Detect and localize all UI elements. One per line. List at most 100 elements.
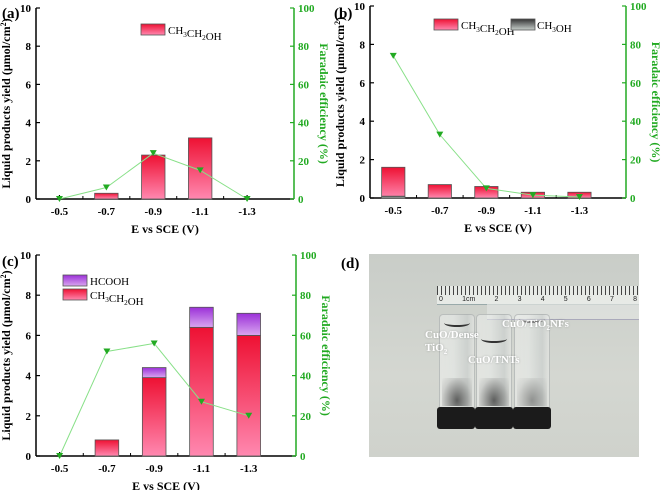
svg-text:-0.5: -0.5 bbox=[51, 206, 69, 218]
bar-ch3ch2oh bbox=[427, 184, 452, 199]
vial-tnts bbox=[476, 314, 512, 411]
svg-text:Liquid products yield (μmol/cm: Liquid products yield (μmol/cm2) bbox=[333, 17, 347, 187]
svg-text:8: 8 bbox=[26, 290, 32, 302]
fe-marker bbox=[150, 340, 158, 347]
label-cuo-dense-tio2: CuO/Dense TiO2 bbox=[425, 329, 479, 357]
svg-text:-0.7: -0.7 bbox=[431, 205, 449, 217]
svg-text:6: 6 bbox=[360, 78, 366, 90]
label-cuo-tnts: CuO/TNTs bbox=[468, 354, 520, 366]
svg-text:0: 0 bbox=[26, 451, 32, 463]
svg-text:0: 0 bbox=[360, 193, 366, 205]
bar-ch3ch2oh bbox=[94, 192, 119, 200]
svg-text:-1.3: -1.3 bbox=[571, 205, 589, 217]
svg-text:40: 40 bbox=[298, 118, 310, 130]
svg-text:0: 0 bbox=[630, 193, 636, 205]
ruler-edge bbox=[487, 304, 639, 320]
fe-marker bbox=[482, 185, 490, 192]
bar-hcooh bbox=[189, 306, 214, 328]
svg-text:100: 100 bbox=[300, 250, 317, 262]
svg-text:2: 2 bbox=[26, 156, 32, 168]
label-cuo-tio2-nfs: CuO/TiO2NFs bbox=[502, 318, 569, 333]
svg-text:20: 20 bbox=[298, 156, 310, 168]
svg-text:100: 100 bbox=[298, 3, 315, 15]
svg-text:4: 4 bbox=[26, 118, 32, 130]
svg-text:0: 0 bbox=[298, 194, 304, 206]
svg-text:-1.1: -1.1 bbox=[524, 205, 541, 217]
fe-marker bbox=[436, 131, 444, 138]
svg-text:8: 8 bbox=[26, 41, 32, 53]
vial-dense-tio2 bbox=[439, 314, 475, 411]
svg-text:-1.1: -1.1 bbox=[193, 463, 210, 475]
svg-text:-0.5: -0.5 bbox=[385, 205, 403, 217]
svg-text:CH3CH2OH: CH3CH2OH bbox=[461, 20, 515, 38]
fe-marker bbox=[245, 412, 253, 419]
svg-text:-0.9: -0.9 bbox=[145, 206, 163, 218]
svg-text:40: 40 bbox=[630, 116, 642, 128]
fe-marker bbox=[529, 192, 537, 199]
vials-photo: 0 1cm 2 3 4 5 6 7 8 CuO/Dense TiO2 CuO/TNTs CuO/… bbox=[369, 254, 639, 457]
svg-text:(a): (a) bbox=[2, 6, 20, 22]
svg-text:10: 10 bbox=[20, 250, 32, 262]
svg-text:CH3CH2OH: CH3CH2OH bbox=[90, 290, 144, 308]
svg-text:40: 40 bbox=[300, 371, 312, 383]
svg-text:60: 60 bbox=[298, 79, 310, 91]
svg-text:(c): (c) bbox=[2, 254, 19, 270]
svg-text:Faradaic efficiency (%): Faradaic efficiency (%) bbox=[319, 295, 330, 416]
svg-text:80: 80 bbox=[300, 290, 312, 302]
svg-text:80: 80 bbox=[298, 41, 310, 53]
svg-text:-0.9: -0.9 bbox=[145, 463, 163, 475]
svg-text:0: 0 bbox=[26, 194, 32, 206]
svg-text:2: 2 bbox=[360, 155, 366, 167]
ruler: 0 1cm 2 3 4 5 6 7 8 bbox=[437, 286, 639, 305]
svg-text:-0.9: -0.9 bbox=[478, 205, 496, 217]
fe-marker bbox=[243, 196, 251, 202]
svg-text:10: 10 bbox=[354, 1, 366, 13]
svg-text:-1.3: -1.3 bbox=[240, 463, 258, 475]
svg-text:-1.3: -1.3 bbox=[238, 206, 256, 218]
fe-marker bbox=[56, 453, 64, 459]
svg-text:6: 6 bbox=[26, 330, 32, 342]
bar-ch3ch2oh bbox=[94, 439, 120, 457]
bar-ch3oh bbox=[381, 195, 406, 199]
svg-text:Liquid products yield (μmol/cm: Liquid products yield (μmol/cm2) bbox=[0, 18, 13, 188]
bar-ch3ch2oh bbox=[141, 377, 167, 457]
panel-label-d: (d) bbox=[341, 256, 360, 272]
bar-ch3ch2oh bbox=[381, 166, 406, 199]
bar-ch3ch2oh bbox=[141, 154, 166, 200]
svg-text:-0.7: -0.7 bbox=[98, 463, 116, 475]
fe-marker bbox=[55, 196, 63, 202]
fe-marker bbox=[103, 348, 111, 355]
vial-cap bbox=[437, 407, 475, 429]
fe-marker bbox=[149, 150, 157, 157]
svg-text:20: 20 bbox=[300, 411, 312, 423]
fe-marker bbox=[196, 167, 204, 174]
svg-text:0: 0 bbox=[300, 451, 306, 463]
svg-text:20: 20 bbox=[630, 155, 642, 167]
bar-hcooh bbox=[141, 367, 167, 379]
svg-text:10: 10 bbox=[20, 3, 32, 15]
fe-marker bbox=[197, 398, 205, 405]
bar-ch3ch2oh bbox=[236, 335, 261, 457]
svg-text:60: 60 bbox=[300, 330, 312, 342]
svg-text:100: 100 bbox=[630, 1, 647, 13]
svg-text:80: 80 bbox=[630, 39, 642, 51]
svg-text:4: 4 bbox=[26, 371, 32, 383]
svg-text:-0.7: -0.7 bbox=[98, 206, 116, 218]
svg-text:Liquid products yield (μmol/cm: Liquid products yield (μmol/cm2) bbox=[0, 270, 13, 440]
bar-hcooh bbox=[236, 312, 261, 336]
vial-cap bbox=[513, 407, 551, 429]
fe-marker bbox=[102, 184, 110, 191]
svg-text:CH3OH: CH3OH bbox=[537, 20, 572, 35]
svg-text:HCOOH: HCOOH bbox=[90, 276, 129, 288]
fe-marker bbox=[575, 194, 583, 201]
svg-text:8: 8 bbox=[360, 39, 366, 51]
vial-cap bbox=[475, 407, 513, 429]
svg-text:E vs SCE (V): E vs SCE (V) bbox=[464, 221, 532, 235]
svg-text:E vs SCE (V): E vs SCE (V) bbox=[131, 222, 199, 236]
svg-text:-1.1: -1.1 bbox=[191, 206, 208, 218]
svg-text:(b): (b) bbox=[334, 6, 352, 22]
svg-text:CH3CH2OH: CH3CH2OH bbox=[168, 25, 222, 43]
